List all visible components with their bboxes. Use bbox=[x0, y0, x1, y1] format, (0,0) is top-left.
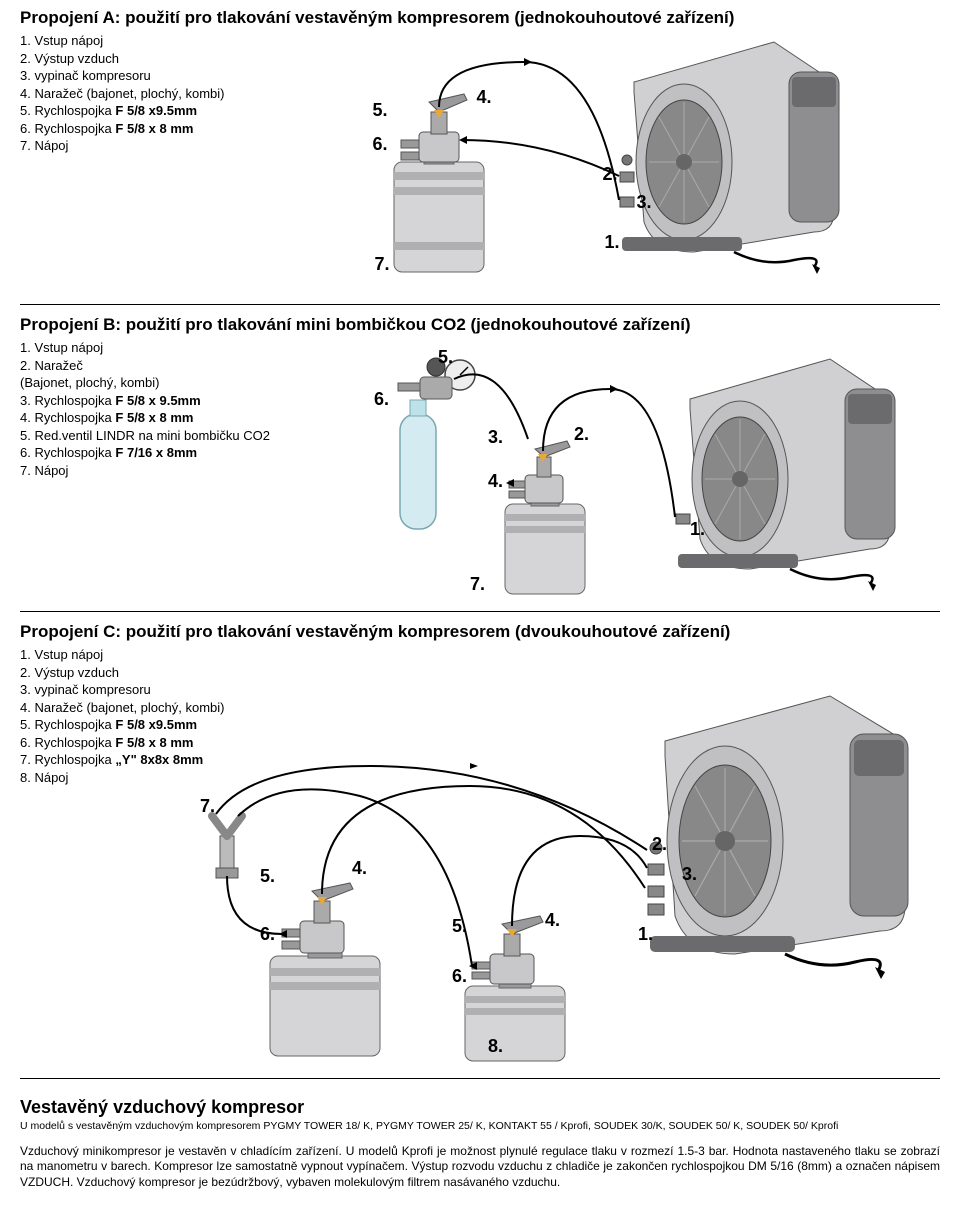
section-b-diagram: 5. 6. 3. 2. 4. 7. 1. bbox=[270, 339, 940, 599]
diagram-a-svg bbox=[224, 32, 864, 292]
label-6b: 6. bbox=[452, 966, 467, 987]
list-item: 7. Nápoj bbox=[20, 137, 224, 155]
list-item: 1. Vstup nápoj bbox=[20, 646, 940, 664]
section-c-diagram: 7. 5. 4. 6. 5. 4. 6. 2. 3. 1. 8. bbox=[20, 666, 940, 1066]
list-item: 4. Rychlospojka F 5/8 x 8 mm bbox=[20, 409, 270, 427]
label-5: 5. bbox=[438, 347, 453, 368]
label-7: 7. bbox=[374, 254, 389, 275]
label-2: 2. bbox=[574, 424, 589, 445]
list-item: 6. Rychlospojka F 7/16 x 8mm bbox=[20, 444, 270, 462]
label-3: 3. bbox=[488, 427, 503, 448]
divider bbox=[20, 1078, 940, 1079]
section-a-title: Propojení A: použití pro tlakování vesta… bbox=[20, 8, 940, 28]
divider bbox=[20, 304, 940, 305]
divider bbox=[20, 611, 940, 612]
section-c-title: Propojení C: použití pro tlakování vesta… bbox=[20, 622, 940, 642]
label-6: 6. bbox=[374, 389, 389, 410]
label-6: 6. bbox=[260, 924, 275, 945]
label-5b: 5. bbox=[452, 916, 467, 937]
label-3: 3. bbox=[636, 192, 651, 213]
label-1: 1. bbox=[638, 924, 653, 945]
label-4b: 4. bbox=[545, 910, 560, 931]
label-5: 5. bbox=[372, 100, 387, 121]
section-a-diagram: 5. 4. 6. 7. 2. 3. 1. bbox=[224, 32, 940, 292]
list-item: 5. Red.ventil LINDR na mini bombičku CO2 bbox=[20, 427, 270, 445]
label-7: 7. bbox=[200, 796, 215, 817]
footer-title: Vestavěný vzduchový kompresor bbox=[20, 1097, 940, 1118]
diagram-c-svg bbox=[20, 666, 940, 1066]
footer-body: Vzduchový minikompresor je vestavěn v ch… bbox=[20, 1144, 940, 1191]
label-4: 4. bbox=[352, 858, 367, 879]
section-b-list: 1. Vstup nápoj 2. Naražeč (Bajonet, ploc… bbox=[20, 339, 270, 479]
list-item: 3. Rychlospojka F 5/8 x 9.5mm bbox=[20, 392, 270, 410]
list-item: 1. Vstup nápoj bbox=[20, 339, 270, 357]
list-item: (Bajonet, plochý, kombi) bbox=[20, 374, 270, 392]
list-item: 2. Výstup vzduch bbox=[20, 50, 224, 68]
label-3: 3. bbox=[682, 864, 697, 885]
label-5: 5. bbox=[260, 866, 275, 887]
label-8: 8. bbox=[488, 1036, 503, 1057]
list-item: 6. Rychlospojka F 5/8 x 8 mm bbox=[20, 120, 224, 138]
footer-sub: U modelů s vestavěným vzduchovým kompres… bbox=[20, 1120, 940, 1133]
list-item: 5. Rychlospojka F 5/8 x9.5mm bbox=[20, 102, 224, 120]
list-item: 7. Nápoj bbox=[20, 462, 270, 480]
section-b-title: Propojení B: použití pro tlakování mini … bbox=[20, 315, 940, 335]
list-item: 2. Naražeč bbox=[20, 357, 270, 375]
label-6: 6. bbox=[372, 134, 387, 155]
label-7: 7. bbox=[470, 574, 485, 595]
section-a-list: 1. Vstup nápoj 2. Výstup vzduch 3. vypin… bbox=[20, 32, 224, 155]
label-2: 2. bbox=[602, 164, 617, 185]
list-item: 3. vypinač kompresoru bbox=[20, 67, 224, 85]
section-c: Propojení C: použití pro tlakování vesta… bbox=[20, 622, 940, 1066]
label-1: 1. bbox=[604, 232, 619, 253]
section-a: Propojení A: použití pro tlakování vesta… bbox=[20, 8, 940, 292]
diagram-b-svg bbox=[270, 339, 910, 599]
list-item: 4. Naražeč (bajonet, plochý, kombi) bbox=[20, 85, 224, 103]
section-b-body: 1. Vstup nápoj 2. Naražeč (Bajonet, ploc… bbox=[20, 339, 940, 599]
label-2: 2. bbox=[652, 834, 667, 855]
section-a-body: 1. Vstup nápoj 2. Výstup vzduch 3. vypin… bbox=[20, 32, 940, 292]
label-1: 1. bbox=[690, 519, 705, 540]
section-b: Propojení B: použití pro tlakování mini … bbox=[20, 315, 940, 599]
list-item: 1. Vstup nápoj bbox=[20, 32, 224, 50]
label-4: 4. bbox=[476, 87, 491, 108]
label-4: 4. bbox=[488, 471, 503, 492]
